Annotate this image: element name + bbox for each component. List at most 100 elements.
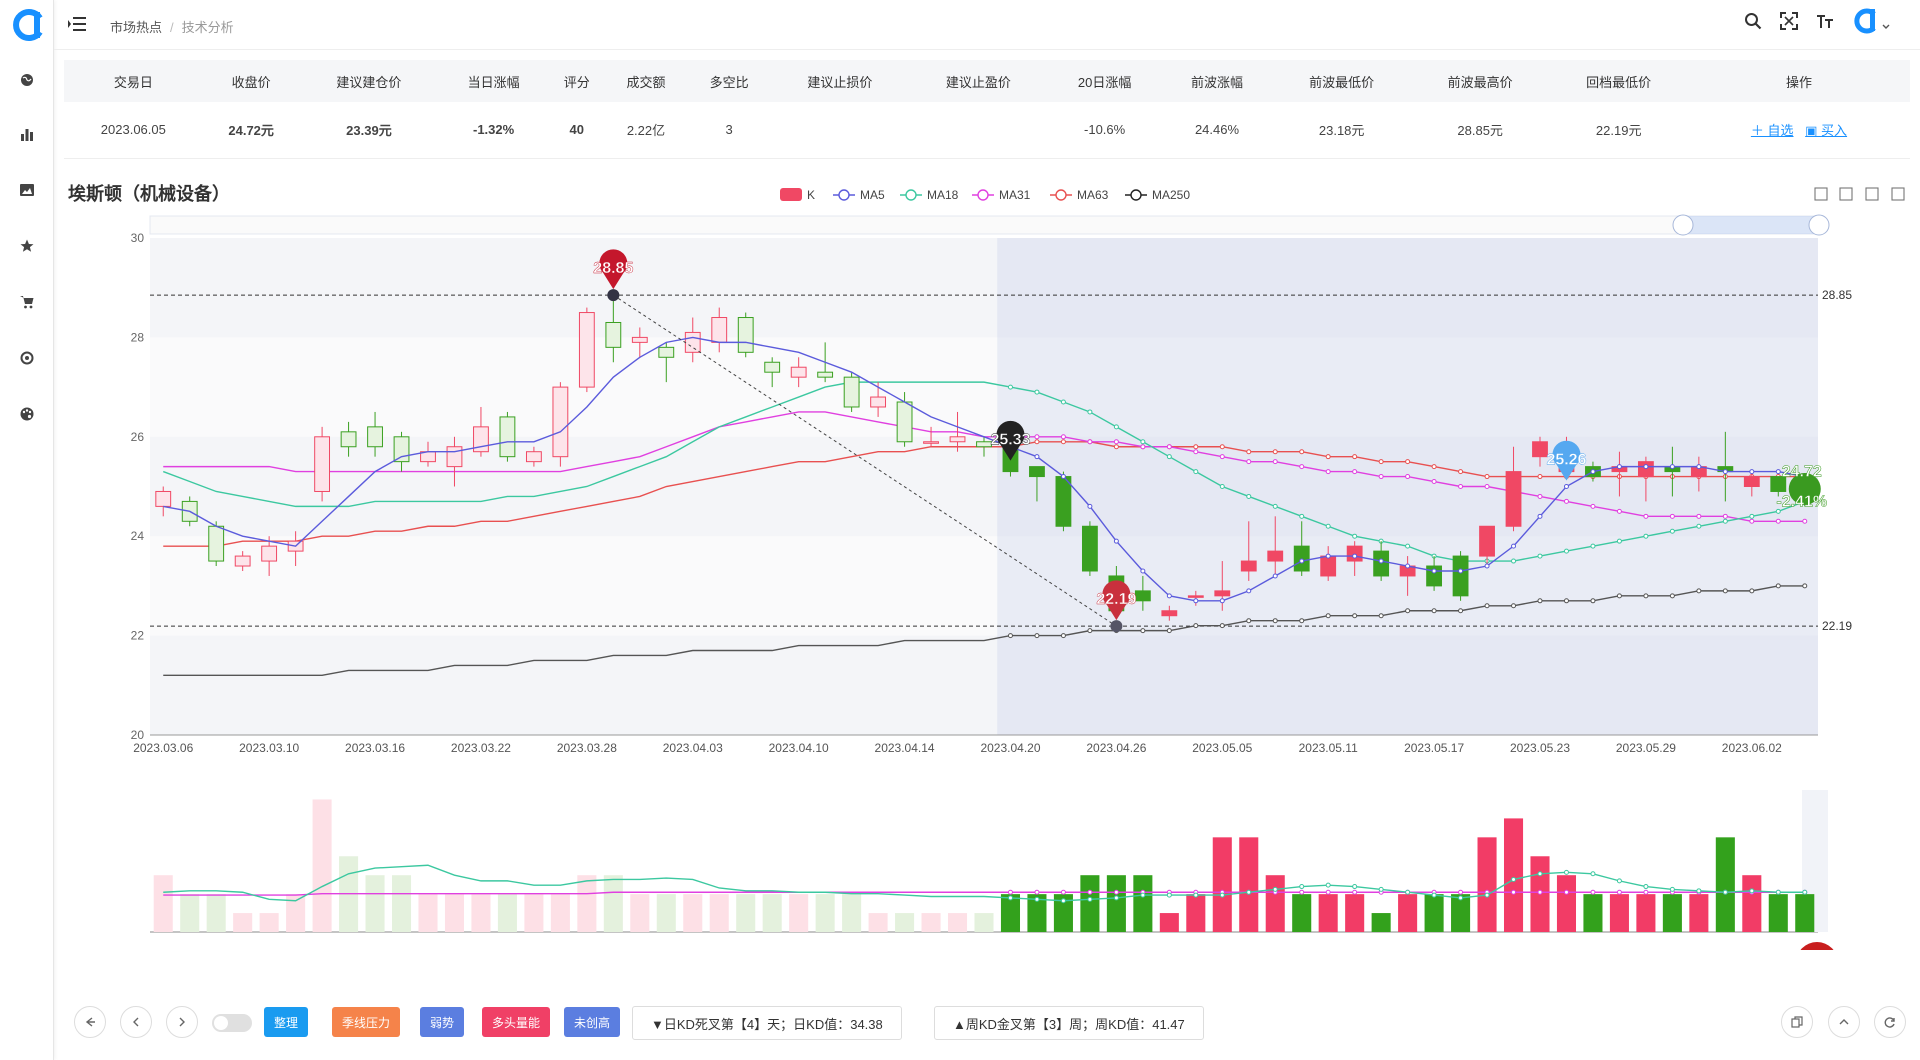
ma18-line-point <box>1775 508 1781 514</box>
volume-bar <box>1768 894 1788 932</box>
zoom-slider-track <box>149 215 1819 235</box>
scroll-top-icon[interactable] <box>1828 1006 1860 1038</box>
first-page-button[interactable] <box>74 1006 106 1038</box>
low-marker-pin <box>1102 580 1131 621</box>
palette-icon[interactable] <box>17 404 37 424</box>
tag-bull-volume[interactable]: 多头量能 <box>482 1007 551 1037</box>
col-header: 20日涨幅 <box>1047 60 1162 102</box>
tag-consolidation[interactable]: 整理 <box>264 1007 309 1037</box>
cart-icon[interactable] <box>17 292 37 312</box>
volume-bar <box>1742 875 1762 932</box>
col-header: 操作 <box>1687 60 1910 102</box>
ma18-line-point <box>1537 553 1543 559</box>
bar-chart-icon[interactable] <box>17 124 37 144</box>
low-marker-label: 22.19 <box>1096 591 1136 608</box>
candle <box>525 451 542 463</box>
volume-ma-line-a-point <box>1140 892 1146 898</box>
save-image-icon[interactable] <box>1891 187 1905 201</box>
volume-bar <box>577 875 597 932</box>
zoom-slider-window <box>1683 216 1819 234</box>
next-button[interactable] <box>166 1006 198 1038</box>
candle <box>870 396 887 408</box>
ma31-line-point <box>1166 444 1172 450</box>
ma5-line-point <box>1087 503 1093 509</box>
font-size-icon[interactable] <box>1814 10 1836 32</box>
ma31-line-point <box>1299 464 1305 470</box>
volume-bar <box>1371 913 1391 932</box>
col-header: 建议止盈价 <box>909 60 1048 102</box>
breadcrumb-item-tech: 技术分析 <box>181 20 234 35</box>
ma18-line <box>162 381 1806 562</box>
ma31-line-point <box>1352 469 1358 475</box>
search-icon[interactable] <box>1742 10 1764 32</box>
ma250-line-point <box>1643 593 1649 599</box>
ma63-line-point <box>1299 449 1305 455</box>
candle <box>1214 590 1231 597</box>
crosshair-icon[interactable] <box>17 348 37 368</box>
ma63-line-point <box>1034 439 1040 445</box>
ma31-line-point <box>1458 484 1464 489</box>
candle <box>923 441 939 444</box>
tag-weak[interactable]: 弱势 <box>420 1007 465 1037</box>
candle <box>790 366 807 378</box>
mode-toggle[interactable] <box>212 1014 252 1032</box>
volume-ma-line-b-point <box>1087 889 1093 895</box>
tag-quarter-pressure[interactable]: 季线压力 <box>332 1007 401 1037</box>
ma18-line-point <box>1246 493 1252 499</box>
floating-menu-button[interactable] <box>1796 942 1838 950</box>
image-icon[interactable] <box>17 180 37 200</box>
volume-bar <box>921 913 941 932</box>
volume-ma-line-a-point <box>1166 892 1172 898</box>
volume-bar <box>1503 818 1524 932</box>
app-logo[interactable] <box>10 8 44 42</box>
ma31-line-point <box>1325 469 1331 475</box>
ma250-line-point <box>1563 598 1569 604</box>
recent-marker-pin <box>1552 440 1581 481</box>
volume-bar <box>233 913 253 932</box>
ma31-line-point <box>1590 503 1596 509</box>
volume-bar <box>1212 837 1232 932</box>
copy-icon[interactable] <box>1781 1006 1813 1038</box>
volume-bar <box>524 894 544 932</box>
ma18-line-point <box>1696 523 1702 529</box>
fullscreen-icon[interactable] <box>1778 10 1800 32</box>
ma31-line-point <box>1749 518 1755 524</box>
ma5-line-point <box>1034 454 1040 460</box>
ma18-line-point <box>1643 533 1649 539</box>
volume-ma-line-a-point <box>1193 892 1199 898</box>
globe-icon[interactable] <box>17 70 37 90</box>
restore-icon[interactable] <box>1865 187 1879 201</box>
candle <box>499 416 516 458</box>
ma250-line-point <box>1060 633 1066 639</box>
zoom-icon[interactable] <box>1814 187 1828 201</box>
menu-toggle-icon[interactable] <box>68 16 86 32</box>
volume-ma-line-a-point <box>1775 889 1781 895</box>
volume-bar <box>1795 894 1815 932</box>
col-header: 回档最低价 <box>1549 60 1688 102</box>
ma250-line-point <box>1140 628 1146 634</box>
volume-bar <box>1318 894 1338 932</box>
buy-link[interactable]: ▣ 买入 <box>1805 123 1848 139</box>
plot-band <box>150 635 1818 735</box>
volume-ma-line-a-point <box>1007 895 1013 901</box>
ma5-line-point <box>1484 563 1490 569</box>
prev-button[interactable] <box>120 1006 152 1038</box>
ma63-line-point <box>1378 459 1384 465</box>
star-icon[interactable] <box>17 236 37 256</box>
add-watchlist-link[interactable]: ＋ 自选 <box>1750 123 1794 139</box>
user-avatar[interactable] <box>1850 8 1890 34</box>
x-tick-label: 2023.05.05 <box>1192 741 1252 755</box>
candle <box>314 436 331 492</box>
ma5-line-point <box>1563 484 1569 489</box>
zoom-reset-icon[interactable] <box>1839 187 1853 201</box>
refresh-icon[interactable] <box>1874 1006 1906 1038</box>
ma5-line-point <box>1775 469 1781 475</box>
ma18-line-point <box>1405 543 1411 549</box>
breadcrumb-item-market[interactable]: 市场热点 <box>110 20 163 35</box>
volume-bar <box>1345 894 1365 932</box>
ma18-line-point <box>1140 439 1146 445</box>
col-header: 交易日 <box>64 60 203 102</box>
candle <box>1479 525 1495 557</box>
tag-no-new-high[interactable]: 未创高 <box>564 1007 621 1037</box>
